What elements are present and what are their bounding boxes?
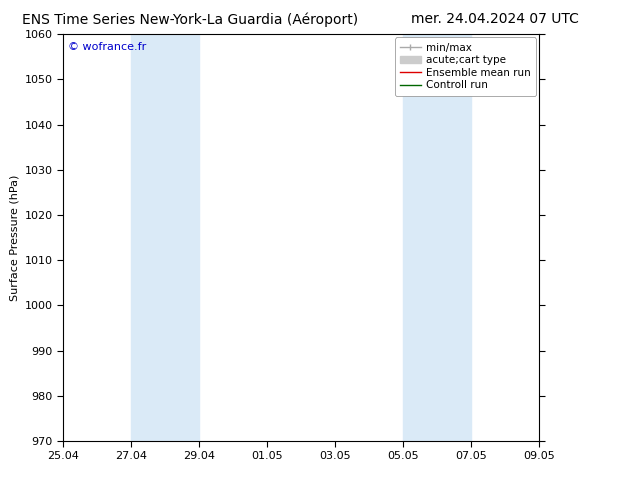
Text: ENS Time Series New-York-La Guardia (Aéroport): ENS Time Series New-York-La Guardia (Aér… [22,12,358,27]
Y-axis label: Surface Pressure (hPa): Surface Pressure (hPa) [10,174,19,301]
Text: mer. 24.04.2024 07 UTC: mer. 24.04.2024 07 UTC [411,12,578,26]
Legend: min/max, acute;cart type, Ensemble mean run, Controll run: min/max, acute;cart type, Ensemble mean … [394,37,536,96]
Text: © wofrance.fr: © wofrance.fr [68,43,146,52]
Bar [131,34,199,441]
Bar [403,34,471,441]
